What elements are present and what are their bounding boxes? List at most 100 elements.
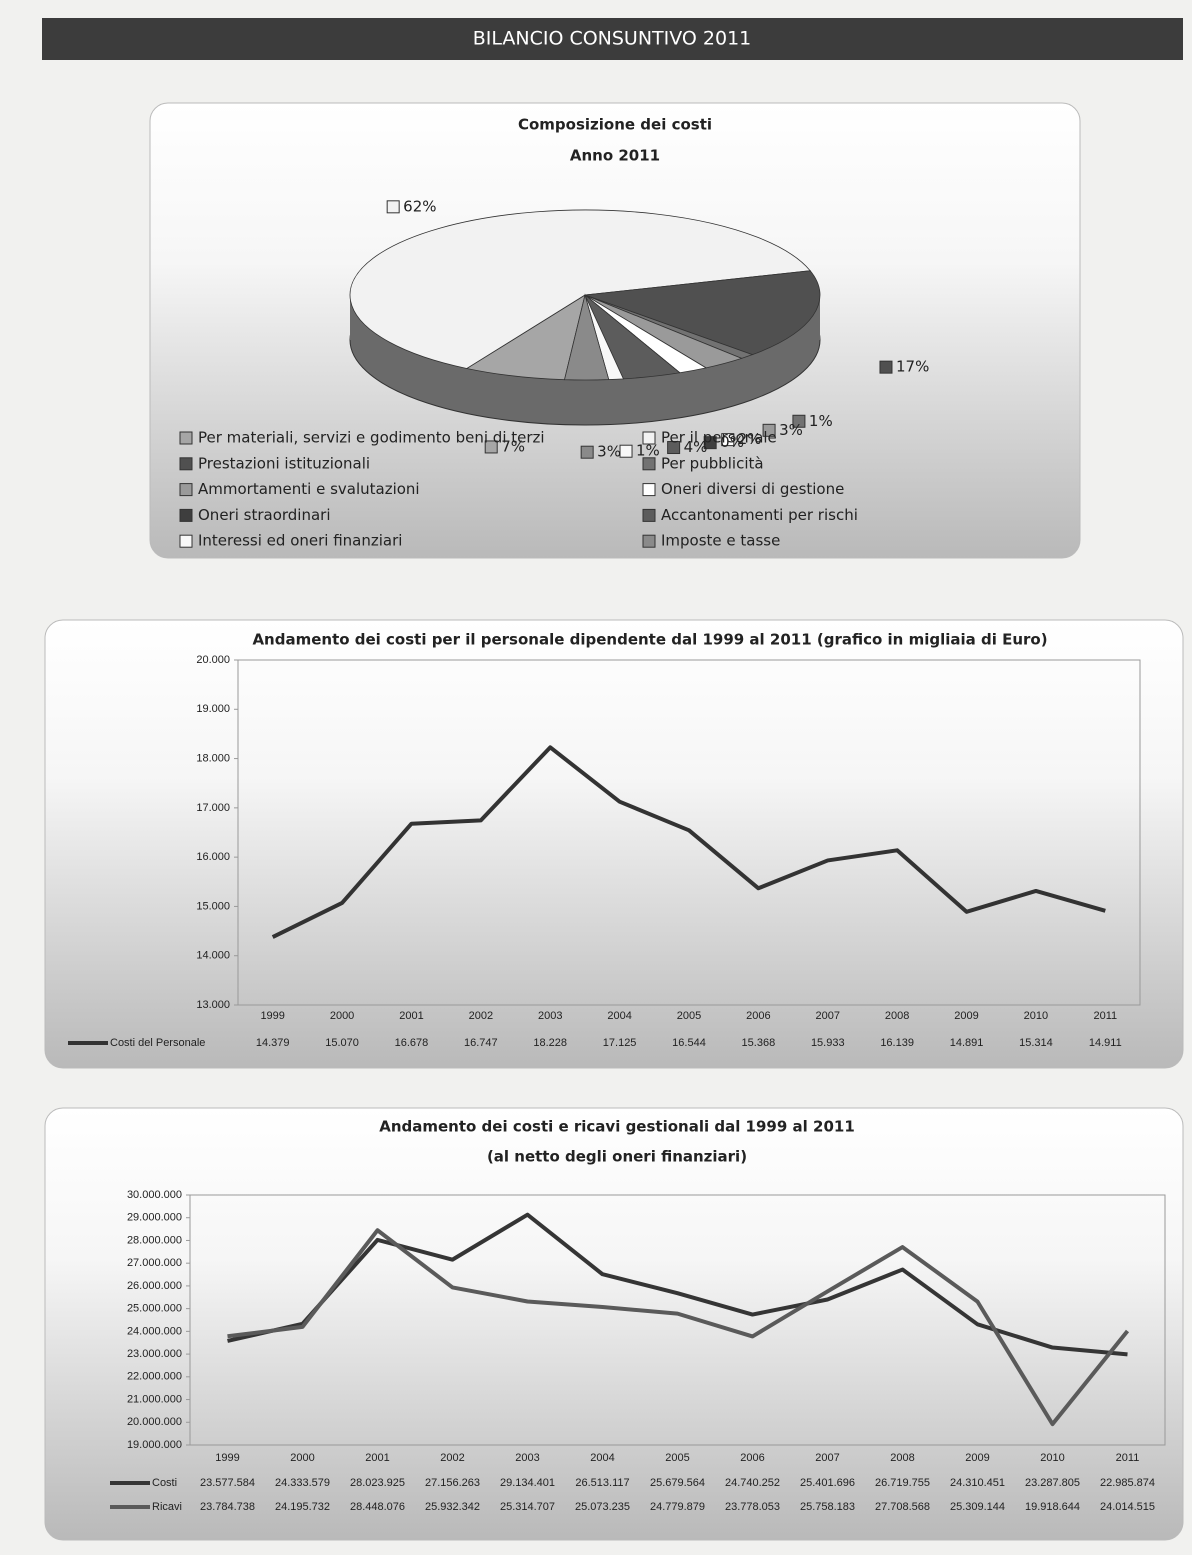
x-tick-label: 2000	[330, 1010, 354, 1022]
x-tick-label: 2003	[538, 1010, 562, 1022]
data-label: 15.933	[811, 1037, 845, 1049]
x-tick-label: 2004	[590, 1452, 614, 1464]
data-label: 25.073.235	[575, 1501, 630, 1513]
x-tick-label: 2006	[740, 1452, 764, 1464]
data-label: 24.333.579	[275, 1477, 330, 1489]
legend-key	[642, 508, 656, 522]
data-label: 17.125	[603, 1037, 637, 1049]
y-tick-label: 18.000	[196, 752, 230, 764]
data-label: 25.932.342	[425, 1501, 480, 1513]
x-tick-label: 2010	[1040, 1452, 1064, 1464]
data-label: 18.228	[533, 1037, 567, 1049]
data-label: 19.918.644	[1025, 1501, 1080, 1513]
legend-label: Imposte e tasse	[661, 532, 780, 550]
data-label: 28.023.925	[350, 1477, 405, 1489]
y-tick-label: 27.000.000	[127, 1257, 182, 1269]
x-tick-label: 2011	[1093, 1010, 1117, 1022]
data-label: 23.778.053	[725, 1501, 780, 1513]
data-label: 25.309.144	[950, 1501, 1005, 1513]
y-tick-label: 14.000	[196, 950, 230, 962]
legend-key	[179, 457, 193, 471]
legend-label: Accantonamenti per rischi	[661, 506, 858, 524]
data-label: 22.985.874	[1100, 1477, 1155, 1489]
x-tick-label: 2001	[365, 1452, 389, 1464]
data-label: 23.784.738	[200, 1501, 255, 1513]
legend-label: Costi	[152, 1477, 177, 1489]
data-label: 25.401.696	[800, 1477, 855, 1489]
x-tick-label: 2007	[815, 1452, 839, 1464]
label-key	[762, 423, 776, 437]
y-tick-label: 25.000.000	[127, 1303, 182, 1315]
y-tick-label: 13.000	[196, 999, 230, 1011]
data-label: 15.368	[742, 1037, 776, 1049]
x-tick-label: 1999	[260, 1010, 284, 1022]
label-key	[619, 444, 633, 458]
data-label: 24.195.732	[275, 1501, 330, 1513]
data-label: 25.679.564	[650, 1477, 705, 1489]
data-label: 16.747	[464, 1037, 498, 1049]
data-label: 25.314.707	[500, 1501, 555, 1513]
legend-key	[642, 457, 656, 471]
slice-label: 17%	[896, 358, 929, 376]
plot-area	[189, 1194, 1166, 1446]
legend-label: Prestazioni istituzionali	[198, 454, 370, 472]
label-key	[667, 441, 681, 455]
y-tick-label: 30.000.000	[127, 1189, 182, 1201]
data-label: 26.719.755	[875, 1477, 930, 1489]
data-label: 15.314	[1019, 1037, 1053, 1049]
slice-label: 3%	[779, 421, 803, 439]
legend-key	[642, 483, 656, 497]
label-key	[703, 436, 717, 450]
data-label: 16.139	[880, 1037, 914, 1049]
x-tick-label: 2000	[290, 1452, 314, 1464]
legend-label: Ammortamenti e svalutazioni	[198, 480, 420, 498]
y-tick-label: 20.000	[196, 654, 230, 666]
legend-label: Ricavi	[152, 1501, 182, 1513]
header-bar	[42, 18, 1183, 60]
data-label: 24.014.515	[1100, 1501, 1155, 1513]
plot-area	[237, 659, 1141, 1006]
y-tick-label: 22.000.000	[127, 1371, 182, 1383]
pie-slice	[465, 294, 586, 381]
x-tick-label: 2005	[665, 1452, 689, 1464]
data-label: 29.134.401	[500, 1477, 555, 1489]
label-key	[484, 440, 498, 454]
x-tick-label: 2002	[469, 1010, 493, 1022]
legend-key	[179, 483, 193, 497]
chart-title: Andamento dei costi e ricavi gestionali …	[379, 1118, 855, 1136]
pie-slice	[584, 270, 821, 356]
y-tick-label: 17.000	[196, 802, 230, 814]
x-tick-label: 1999	[215, 1452, 239, 1464]
label-key	[792, 414, 806, 428]
legend-label: Per materiali, servizi e godimento beni …	[198, 429, 545, 447]
x-tick-label: 2007	[816, 1010, 840, 1022]
data-label: 27.708.568	[875, 1501, 930, 1513]
data-label: 14.911	[1089, 1037, 1122, 1049]
pie-slice	[564, 293, 610, 381]
x-tick-label: 2009	[965, 1452, 989, 1464]
legend-key	[642, 534, 656, 548]
data-line	[227, 1212, 1128, 1357]
data-label: 16.678	[395, 1037, 429, 1049]
legend-key	[179, 508, 193, 522]
x-tick-label: 2006	[746, 1010, 770, 1022]
data-label: 26.513.117	[575, 1477, 629, 1489]
data-line	[271, 745, 1106, 939]
chart-subtitle: Anno 2011	[570, 147, 660, 165]
y-tick-label: 19.000.000	[127, 1439, 182, 1451]
panel	[44, 1107, 1184, 1541]
y-tick-label: 19.000	[196, 703, 230, 715]
legend-label: Per pubblicità	[661, 454, 764, 472]
data-label: 14.891	[950, 1037, 984, 1049]
data-label: 23.287.805	[1025, 1477, 1080, 1489]
label-key	[580, 445, 594, 459]
data-label: 24.740.252	[725, 1477, 780, 1489]
x-tick-label: 2005	[677, 1010, 701, 1022]
y-tick-label: 28.000.000	[127, 1234, 182, 1246]
y-tick-label: 16.000	[196, 851, 230, 863]
slice-label: 2%	[738, 430, 762, 448]
x-tick-label: 2002	[440, 1452, 464, 1464]
chart-title: Andamento dei costi per il personale dip…	[252, 631, 1047, 649]
legend-key	[179, 431, 193, 445]
